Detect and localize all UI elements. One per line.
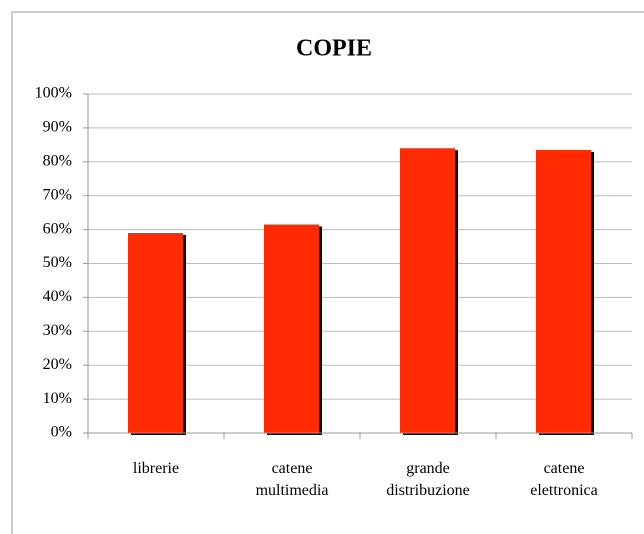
bar: [128, 232, 183, 433]
y-tick-label: 80%: [43, 152, 72, 169]
x-tick-label: catene multimedia: [255, 460, 329, 499]
y-tick-label: 50%: [43, 254, 72, 271]
y-tick-label: 60%: [43, 220, 72, 237]
y-tick-label: 100%: [35, 85, 72, 102]
y-tick-label: 0%: [51, 424, 72, 441]
y-tick-label: 20%: [43, 356, 72, 373]
bar: [400, 148, 455, 434]
bar: [264, 224, 319, 433]
y-tick-label: 30%: [43, 322, 72, 339]
bar: [536, 149, 591, 433]
x-tick-label: librerie: [132, 460, 180, 477]
x-tick-label: catene elettronica: [530, 460, 598, 499]
y-tick-label: 90%: [43, 119, 72, 136]
chart-title: COPIE: [296, 36, 372, 62]
x-tick-label: grande distribuzione: [386, 460, 470, 499]
y-tick-label: 10%: [43, 390, 72, 407]
y-tick-label: 40%: [43, 288, 72, 305]
chart-border: [11, 11, 644, 534]
y-tick-label: 70%: [43, 186, 72, 203]
